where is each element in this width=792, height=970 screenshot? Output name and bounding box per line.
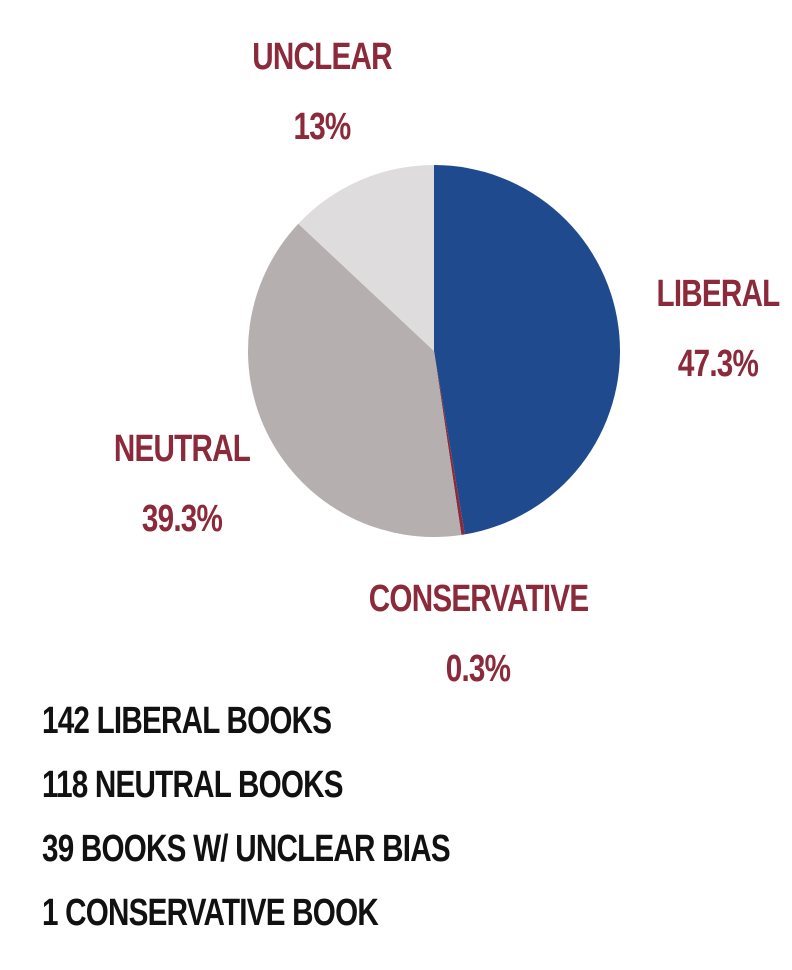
conservative-percent-label: 0.3% — [445, 648, 511, 690]
conservative-label-text: CONSERVATIVE — [368, 578, 589, 620]
pie-slice-liberal — [434, 165, 621, 535]
liberal-slice-label: LIBERAL 47.3% — [640, 275, 792, 383]
unclear-label-text: UNCLEAR — [252, 36, 392, 78]
book-count-summary: 142 LIBERAL BOOKS 118 NEUTRAL BOOKS 39 B… — [42, 702, 602, 958]
unclear-percent-label: 13% — [293, 106, 352, 148]
unclear-slice-label: UNCLEAR 13% — [244, 38, 400, 146]
pie-slice-unclear — [298, 165, 434, 351]
neutral-percent-label: 39.3% — [141, 498, 223, 540]
liberal-label-text: LIBERAL — [656, 273, 781, 315]
pie-slice-neutral — [247, 223, 462, 537]
conservative-book-count: 1 CONSERVATIVE BOOK — [42, 892, 379, 934]
unclear-book-count: 39 BOOKS W/ UNCLEAR BIAS — [42, 828, 451, 870]
pie-slices — [247, 165, 621, 537]
liberal-book-count: 142 LIBERAL BOOKS — [42, 700, 332, 742]
conservative-slice-label: CONSERVATIVE 0.3% — [368, 578, 589, 690]
neutral-slice-label: NEUTRAL 39.3% — [104, 430, 260, 538]
neutral-book-count: 118 NEUTRAL BOOKS — [42, 764, 344, 806]
liberal-percent-label: 47.3% — [677, 343, 759, 385]
pie-slice-conservative — [434, 351, 465, 535]
neutral-label-text: NEUTRAL — [113, 428, 251, 470]
